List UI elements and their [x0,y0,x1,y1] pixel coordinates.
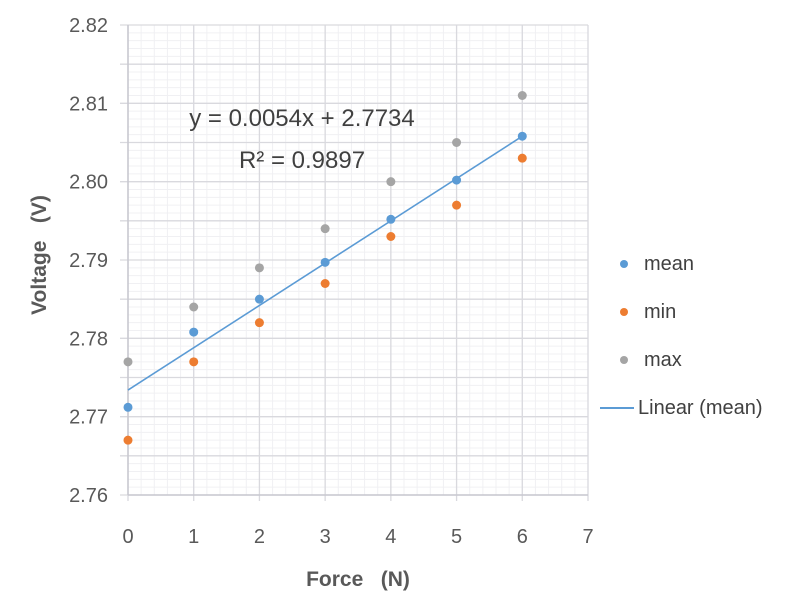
y-tick-label: 2.82 [69,15,108,37]
legend-label: Linear (mean) [638,396,763,419]
x-tick-label: 1 [188,526,199,548]
legend-marker-mean [620,260,628,268]
x-tick-label: 3 [320,526,331,548]
data-point-min [386,232,396,241]
y-tick-label: 2.78 [69,328,108,350]
y-axis-tick-labels: 2.76 2.77 2.78 2.79 2.80 2.81 2.82 [69,15,108,507]
y-tick-label: 2.80 [69,172,108,194]
major-gridlines [120,24,589,501]
data-point-min [320,279,330,288]
data-point-mean [517,131,527,141]
data-point-mean [189,327,199,337]
data-point-mean [386,214,396,224]
legend-marker-max [620,356,628,364]
data-point-mean [452,175,462,185]
data-point-max [254,263,264,273]
legend-marker-min [620,308,628,316]
x-tick-label: 4 [385,526,396,548]
data-point-min [517,153,527,163]
y-axis-title: Voltage (V) [28,195,51,315]
trendline-equation: y = 0.0054x + 2.7734 [189,105,415,132]
legend-label: max [644,348,682,371]
legend-item-linear-mean: Linear (mean) [600,384,800,432]
x-tick-label: 0 [122,526,133,548]
y-tick-label: 2.79 [69,250,108,272]
data-point-mean [123,402,133,412]
data-point-min [123,435,133,445]
x-tick-label: 2 [254,526,265,548]
data-point-max [386,177,396,187]
data-point-min [189,357,199,367]
legend-line-linear-mean [600,407,634,409]
chart-legend: mean min max Linear (mean) [600,240,800,432]
data-point-max [452,138,462,147]
legend-item-min: min [600,288,800,336]
data-point-min [254,318,264,328]
x-axis-title: Force (N) [306,568,410,591]
data-point-mean [320,257,330,267]
x-tick-label: 5 [451,526,462,548]
data-point-max [123,357,133,367]
y-tick-label: 2.81 [69,93,108,115]
x-tick-label: 6 [517,526,528,548]
data-point-max [189,302,199,312]
y-tick-label: 2.76 [69,485,108,507]
x-tick-label: 7 [582,526,593,548]
legend-label: min [644,300,677,323]
legend-label: mean [644,252,695,275]
trendline-r-squared: R² = 0.9897 [239,147,365,174]
data-point-min [452,200,462,210]
y-tick-label: 2.77 [69,407,108,429]
x-axis-tick-labels: 0 1 2 3 4 5 6 7 [122,526,593,548]
data-point-max [320,224,330,234]
legend-item-mean: mean [600,240,800,288]
data-point-mean [254,294,264,304]
data-points [123,91,527,445]
axes [127,25,588,496]
legend-item-max: max [600,336,800,384]
data-point-max [517,91,527,100]
